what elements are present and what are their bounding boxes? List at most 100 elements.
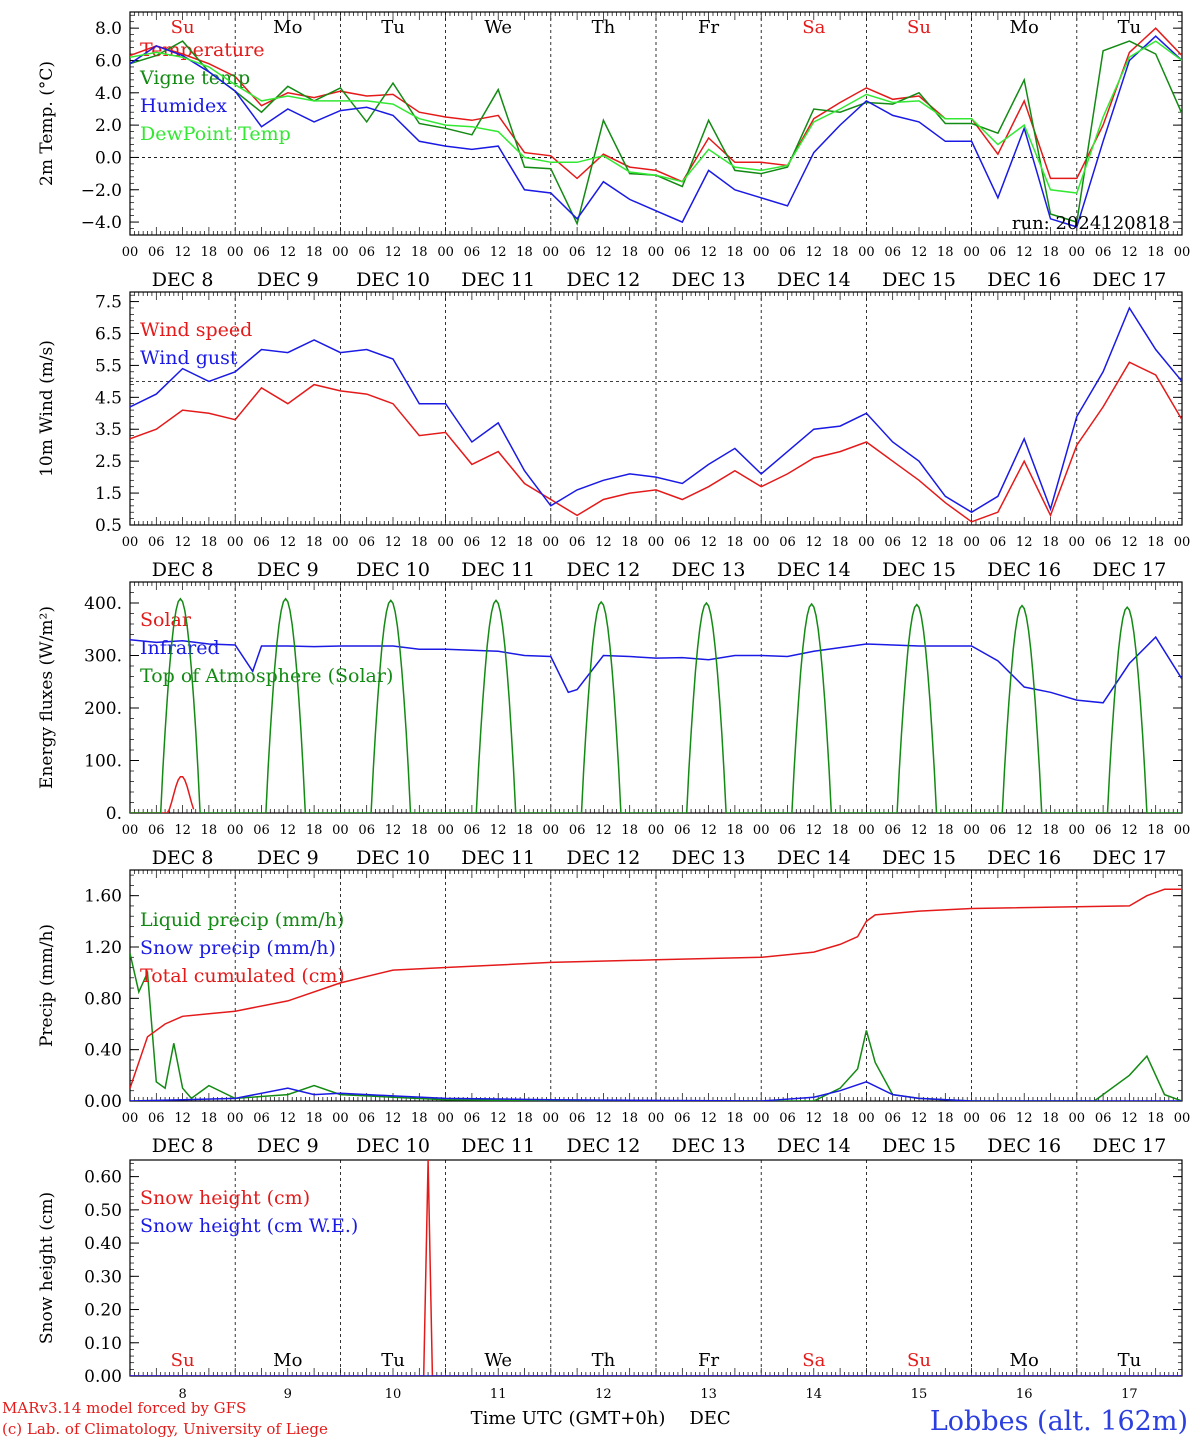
- hour-label: 06: [358, 823, 375, 838]
- weekday-label: Th: [592, 1350, 616, 1371]
- hour-label: 00: [543, 823, 560, 838]
- day-number: 8: [178, 1387, 186, 1402]
- weekday-label: We: [484, 17, 512, 38]
- date-label: DEC 11: [461, 1135, 535, 1157]
- hour-label: 00: [122, 535, 139, 550]
- y-tick-label: 1.20: [84, 938, 122, 958]
- y-axis-label: 10m Wind (m/s): [37, 340, 57, 477]
- hour-label: 18: [937, 535, 954, 550]
- day-number: 13: [700, 1387, 717, 1402]
- hour-label: 00: [437, 823, 454, 838]
- hour-label: 18: [937, 823, 954, 838]
- hour-label: 18: [411, 823, 428, 838]
- hour-label: 12: [174, 1111, 191, 1126]
- legend-entry: Wind speed: [140, 319, 252, 341]
- hour-label: 12: [490, 245, 507, 260]
- hour-label: 06: [253, 245, 270, 260]
- hour-label: 00: [543, 1111, 560, 1126]
- series-line-humidex: [130, 35, 1182, 228]
- hour-label: 18: [411, 245, 428, 260]
- date-label: DEC 9: [257, 559, 319, 581]
- series-line-top-of-atmosphere-solar-: [130, 597, 1182, 813]
- hour-label: 06: [779, 823, 796, 838]
- hour-label: 12: [595, 823, 612, 838]
- hour-label: 18: [306, 823, 323, 838]
- series-line-snow-precip-mm-h-: [130, 1080, 1182, 1101]
- weekday-label: Tu: [381, 17, 405, 38]
- hour-label: 12: [1121, 245, 1138, 260]
- hour-label: 12: [280, 1111, 297, 1126]
- hour-label: 18: [201, 245, 218, 260]
- hour-label: 18: [621, 245, 638, 260]
- hour-label: 00: [122, 245, 139, 260]
- weekday-label: Sa: [802, 17, 825, 38]
- legend-entry: Solar: [140, 609, 192, 631]
- hour-label: 12: [490, 823, 507, 838]
- weekday-label: Fr: [698, 1350, 719, 1371]
- hour-label: 06: [990, 823, 1007, 838]
- hour-label: 00: [1069, 1111, 1086, 1126]
- hour-label: 12: [911, 823, 928, 838]
- y-axis-label: Precip (mm/h): [37, 924, 57, 1047]
- date-label: DEC 16: [987, 1135, 1061, 1157]
- date-label: DEC 13: [672, 1135, 746, 1157]
- y-tick-label: 0.: [106, 804, 122, 824]
- hour-label: 12: [1121, 823, 1138, 838]
- hour-label: 12: [174, 535, 191, 550]
- y-tick-label: 0.00: [84, 1092, 122, 1112]
- date-label: DEC 9: [257, 1135, 319, 1157]
- hour-label: 00: [332, 245, 349, 260]
- hour-label: 12: [1121, 535, 1138, 550]
- y-tick-label: −2.0: [81, 181, 122, 201]
- hour-label: 06: [779, 535, 796, 550]
- hour-label: 06: [1095, 823, 1112, 838]
- day-number: 15: [911, 1387, 928, 1402]
- day-number: 9: [284, 1387, 292, 1402]
- hour-label: 18: [1042, 1111, 1059, 1126]
- hour-label: 12: [385, 245, 402, 260]
- hour-label: 00: [753, 823, 770, 838]
- date-label: DEC 17: [1092, 1135, 1166, 1157]
- hour-label: 00: [753, 245, 770, 260]
- hour-label: 00: [332, 535, 349, 550]
- weekday-label: Th: [592, 17, 616, 38]
- hour-label: 00: [648, 823, 665, 838]
- hour-label: 18: [1042, 245, 1059, 260]
- hour-label: 06: [464, 245, 481, 260]
- hour-label: 00: [963, 245, 980, 260]
- hour-label: 06: [358, 1111, 375, 1126]
- weekday-label: Mo: [273, 17, 302, 38]
- hour-label: 06: [148, 535, 165, 550]
- date-label: DEC 8: [152, 1135, 214, 1157]
- hour-label: 12: [174, 245, 191, 260]
- weekday-label: Tu: [381, 1350, 405, 1371]
- hour-label: 12: [385, 823, 402, 838]
- hour-label: 00: [648, 1111, 665, 1126]
- hour-label: 12: [595, 1111, 612, 1126]
- hour-label: 00: [753, 1111, 770, 1126]
- date-label: DEC 14: [777, 1135, 851, 1157]
- legend-entry: Vigne temp: [139, 67, 250, 89]
- y-tick-label: 0.80: [84, 989, 122, 1009]
- model-credit: MARv3.14 model forced by GFS: [2, 1399, 246, 1417]
- hour-label: 00: [332, 823, 349, 838]
- hour-label: 18: [1147, 245, 1164, 260]
- hour-label: 00: [227, 535, 244, 550]
- date-label: DEC 17: [1092, 269, 1166, 291]
- legend-entry: Snow height (cm W.E.): [140, 1215, 358, 1237]
- y-tick-label: 0.30: [84, 1267, 122, 1287]
- hour-label: 00: [858, 535, 875, 550]
- hour-label: 06: [884, 823, 901, 838]
- hour-label: 18: [832, 823, 849, 838]
- date-label: DEC 14: [777, 269, 851, 291]
- y-tick-label: 5.5: [95, 356, 122, 376]
- hour-label: 00: [963, 535, 980, 550]
- hour-label: 12: [700, 823, 717, 838]
- hour-label: 06: [569, 823, 586, 838]
- hour-label: 18: [621, 535, 638, 550]
- hour-label: 00: [648, 245, 665, 260]
- panel-2: 0.5 1.5 2.5 3.5 4.5 5.5 6.5 7.5 10m Wind (m/s) 00…: [37, 291, 1190, 581]
- y-tick-label: 0.0: [95, 148, 122, 168]
- y-tick-label: 0.20: [84, 1301, 122, 1321]
